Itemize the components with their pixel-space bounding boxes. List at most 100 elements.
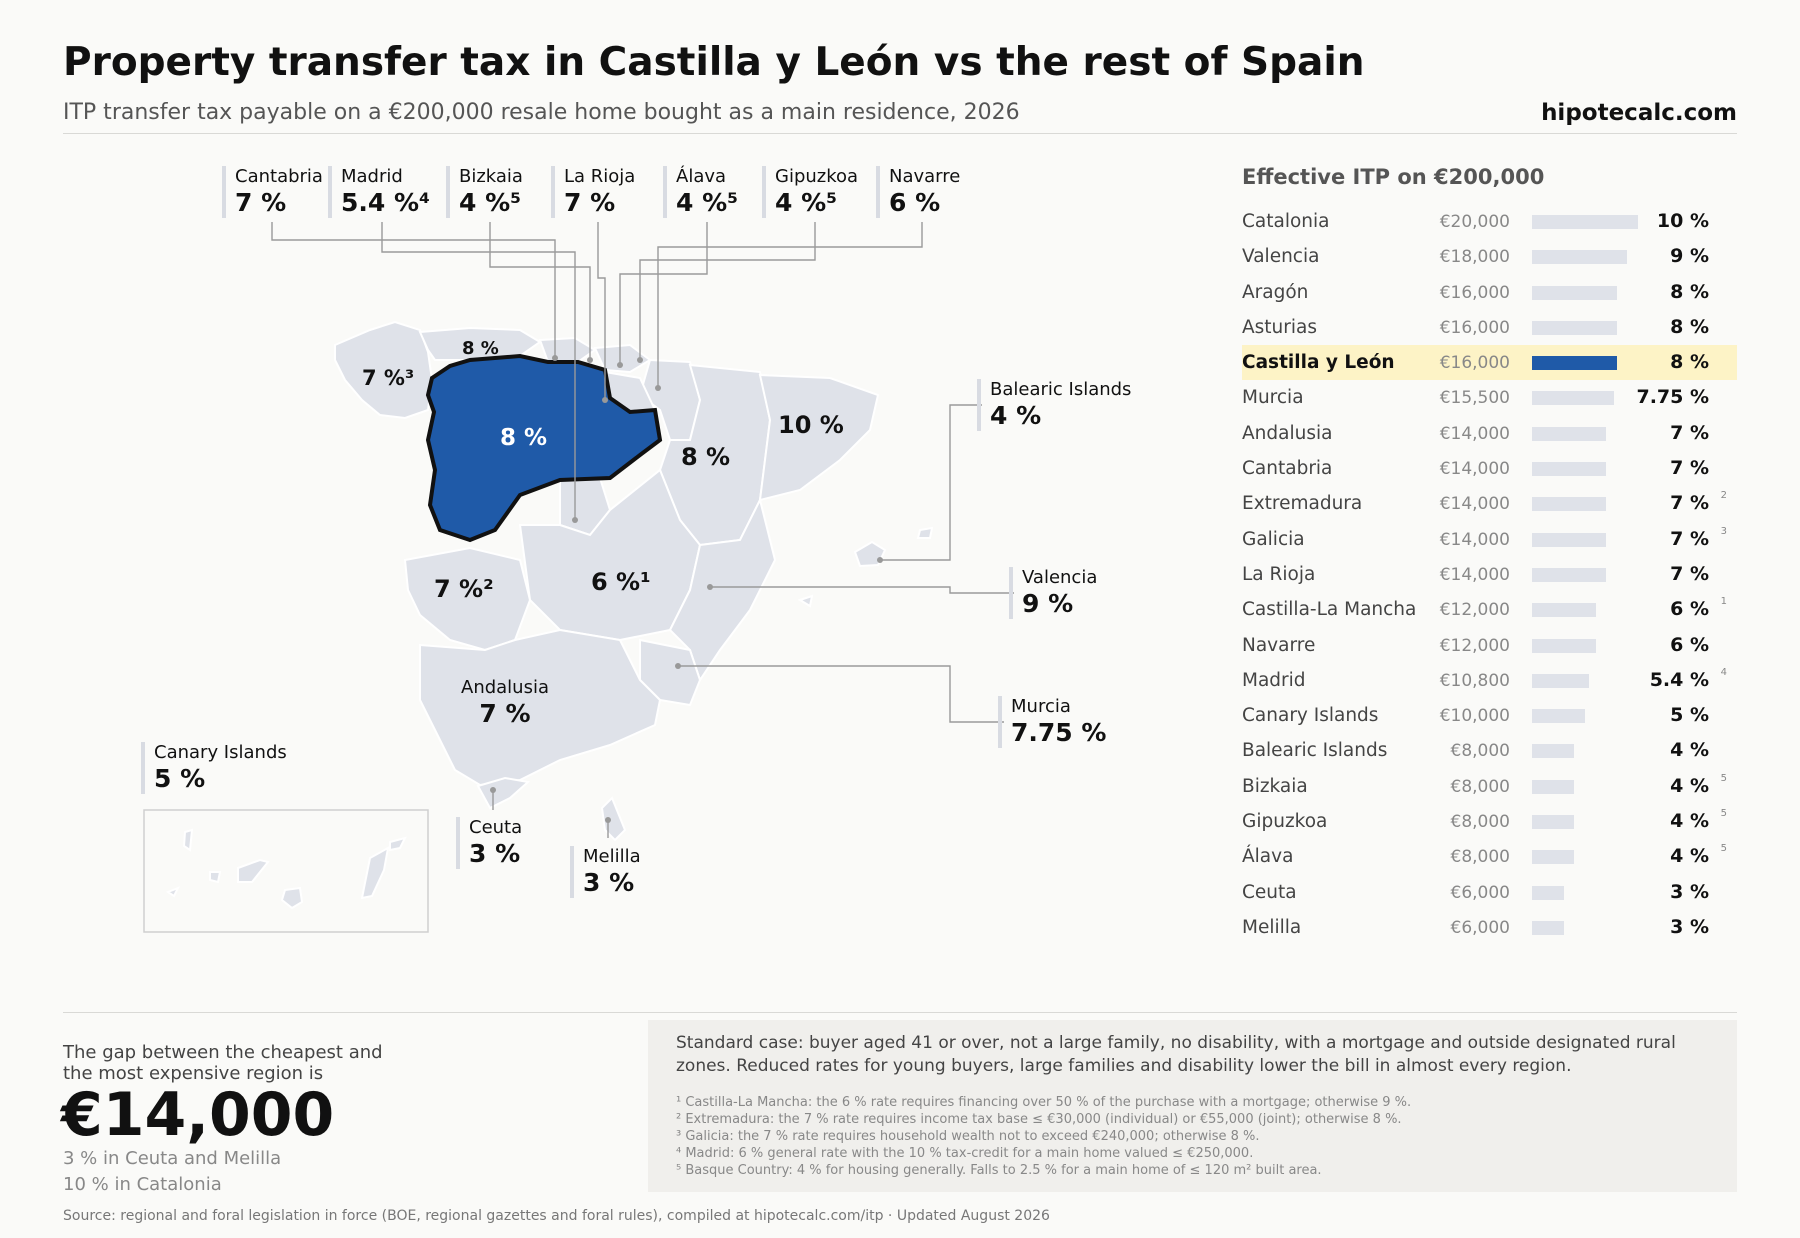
notes-main: Standard case: buyer aged 41 or over, no… xyxy=(676,1033,1676,1076)
anchor-madrid xyxy=(572,517,578,523)
ranking-pct: 7 % xyxy=(1670,457,1709,480)
ranking-region-name: Navarre xyxy=(1242,634,1316,656)
ranking-pct: 8 % xyxy=(1670,315,1709,338)
ranking-pct: 4 % xyxy=(1670,845,1709,868)
leader-bizkaia xyxy=(489,222,591,360)
ranking-amount: €16,000 xyxy=(1439,353,1510,374)
ranking-bar xyxy=(1532,885,1564,900)
ranking-amount: €8,000 xyxy=(1450,741,1510,762)
region-canary-islands xyxy=(165,828,407,910)
ranking-row: La Rioja €14,000 7 % xyxy=(1242,557,1737,592)
ranking-region-name: Asturias xyxy=(1242,316,1317,338)
source-note: Source: regional and foral legislation i… xyxy=(63,1208,1050,1224)
ranking-region-name: La Rioja xyxy=(1242,563,1316,585)
ranking-bar xyxy=(1532,567,1607,582)
footer-divider xyxy=(63,1012,1737,1013)
notes-footnotes: ¹ Castilla-La Mancha: the 6 % rate requi… xyxy=(676,1094,1716,1179)
ranking-region-name: Melilla xyxy=(1242,916,1302,938)
callout-name: Cantabria xyxy=(235,166,323,187)
ranking-region-name: Castilla y León xyxy=(1242,352,1395,374)
map-label-castilla-la-mancha: 6 %¹ xyxy=(591,568,651,596)
callout-pct: 4 %⁵ xyxy=(459,188,522,217)
ranking-amount: €14,000 xyxy=(1439,529,1510,550)
ranking-bar xyxy=(1532,391,1615,406)
region-castilla-y-leon xyxy=(425,353,663,543)
ranking-row: Gipuzkoa €8,000 4 % 5 xyxy=(1242,804,1737,839)
anchor-gipuzkoa xyxy=(637,357,643,363)
ranking-amount: €8,000 xyxy=(1450,812,1510,833)
ranking-bar xyxy=(1532,673,1590,688)
ranking-amount: €12,000 xyxy=(1439,635,1510,656)
region-ceuta xyxy=(476,776,531,810)
leader-navarre xyxy=(657,222,923,388)
callout-pct: 4 %⁵ xyxy=(775,188,838,217)
ranking-amount: €20,000 xyxy=(1439,212,1510,232)
ranking-bar xyxy=(1532,779,1575,794)
region-catalonia xyxy=(758,373,880,502)
callout-pct: 4 % xyxy=(990,401,1042,430)
map-label-castilla-y-leon: 8 % xyxy=(500,425,547,451)
map-label-asturias: 8 % xyxy=(462,338,499,359)
ranking-footnote-marker: 5 xyxy=(1720,808,1727,820)
map-label-aragon: 8 % xyxy=(681,443,730,471)
ranking-region-name: Aragón xyxy=(1242,281,1309,303)
callout-name: Andalusia xyxy=(461,677,549,698)
ranking-region-name: Cantabria xyxy=(1242,458,1333,480)
ranking-bar xyxy=(1532,744,1575,759)
anchor-alava xyxy=(617,362,623,368)
ranking-region-name: Gipuzkoa xyxy=(1242,811,1328,833)
callout-name: Bizkaia xyxy=(459,166,523,187)
region-balearic xyxy=(797,526,934,608)
ranking-footnote-marker: 2 xyxy=(1720,490,1727,502)
callout-gipuzkoa: Gipuzkoa 4 %⁵ xyxy=(762,166,858,218)
ranking-bar xyxy=(1532,532,1607,547)
callout-canary: Canary Islands 5 % xyxy=(141,742,287,794)
callout-la-rioja: La Rioja 7 % xyxy=(551,166,635,218)
ranking-region-name: Murcia xyxy=(1242,387,1304,409)
callout-pct: 3 % xyxy=(583,868,635,897)
callout-andalusia: Andalusia 7 % xyxy=(452,677,549,729)
footnote: ¹ Castilla-La Mancha: the 6 % rate requi… xyxy=(676,1095,1412,1110)
callout-name: Ceuta xyxy=(469,817,523,838)
page-title: Property transfer tax in Castilla y León… xyxy=(63,40,1365,85)
ranking-row: Canary Islands €10,000 5 % xyxy=(1242,698,1737,733)
ranking-row: Catalonia €20,000 10 % xyxy=(1242,204,1737,239)
notes-box: Standard case: buyer aged 41 or over, no… xyxy=(648,1020,1737,1192)
ranking-bar xyxy=(1532,638,1596,653)
ranking-footnote-marker: 5 xyxy=(1720,772,1727,784)
region-galicia xyxy=(334,320,434,420)
ranking-pct: 7 % xyxy=(1670,562,1709,585)
anchor-balearic xyxy=(877,557,883,563)
ranking-row: Castilla y León €16,000 8 % xyxy=(1242,345,1737,381)
ranking-footnote-marker: 3 xyxy=(1720,525,1727,537)
ranking-row: Valencia €18,000 9 % xyxy=(1242,239,1737,274)
ranking-bar xyxy=(1532,320,1617,335)
ranking-bar xyxy=(1532,497,1607,512)
ranking-amount: €14,000 xyxy=(1439,564,1510,585)
ranking-row: Madrid €10,800 5.4 % 4 xyxy=(1242,663,1737,698)
ranking-pct: 8 % xyxy=(1670,351,1709,374)
ranking-bar xyxy=(1532,215,1638,229)
ranking-region-name: Valencia xyxy=(1242,246,1320,268)
ranking-row: Ceuta €6,000 3 % xyxy=(1242,875,1737,910)
ranking-amount: €8,000 xyxy=(1450,847,1510,868)
ranking-region-name: Catalonia xyxy=(1242,211,1330,232)
callout-name: La Rioja xyxy=(564,166,636,187)
ranking-amount: €15,500 xyxy=(1439,388,1510,409)
ranking-amount: €12,000 xyxy=(1439,600,1510,621)
ranking-bar xyxy=(1532,250,1628,265)
leader-madrid xyxy=(381,222,576,520)
map-label-extremadura: 7 %² xyxy=(434,575,494,603)
ranking-bar xyxy=(1532,709,1585,724)
ranking-pct: 4 % xyxy=(1670,739,1709,762)
leader-la-rioja xyxy=(597,222,606,400)
callout-valencia: Valencia 9 % xyxy=(1009,567,1097,619)
ranking-amount: €8,000 xyxy=(1450,776,1510,797)
anchor-melilla xyxy=(605,817,611,823)
ranking-amount: €10,000 xyxy=(1439,706,1510,727)
callout-name: Navarre xyxy=(889,166,961,187)
leader-murcia xyxy=(678,665,1004,723)
callout-name: Valencia xyxy=(1022,567,1098,588)
callout-name: Álava xyxy=(676,166,727,187)
map-label-galicia: 7 %³ xyxy=(362,366,414,390)
